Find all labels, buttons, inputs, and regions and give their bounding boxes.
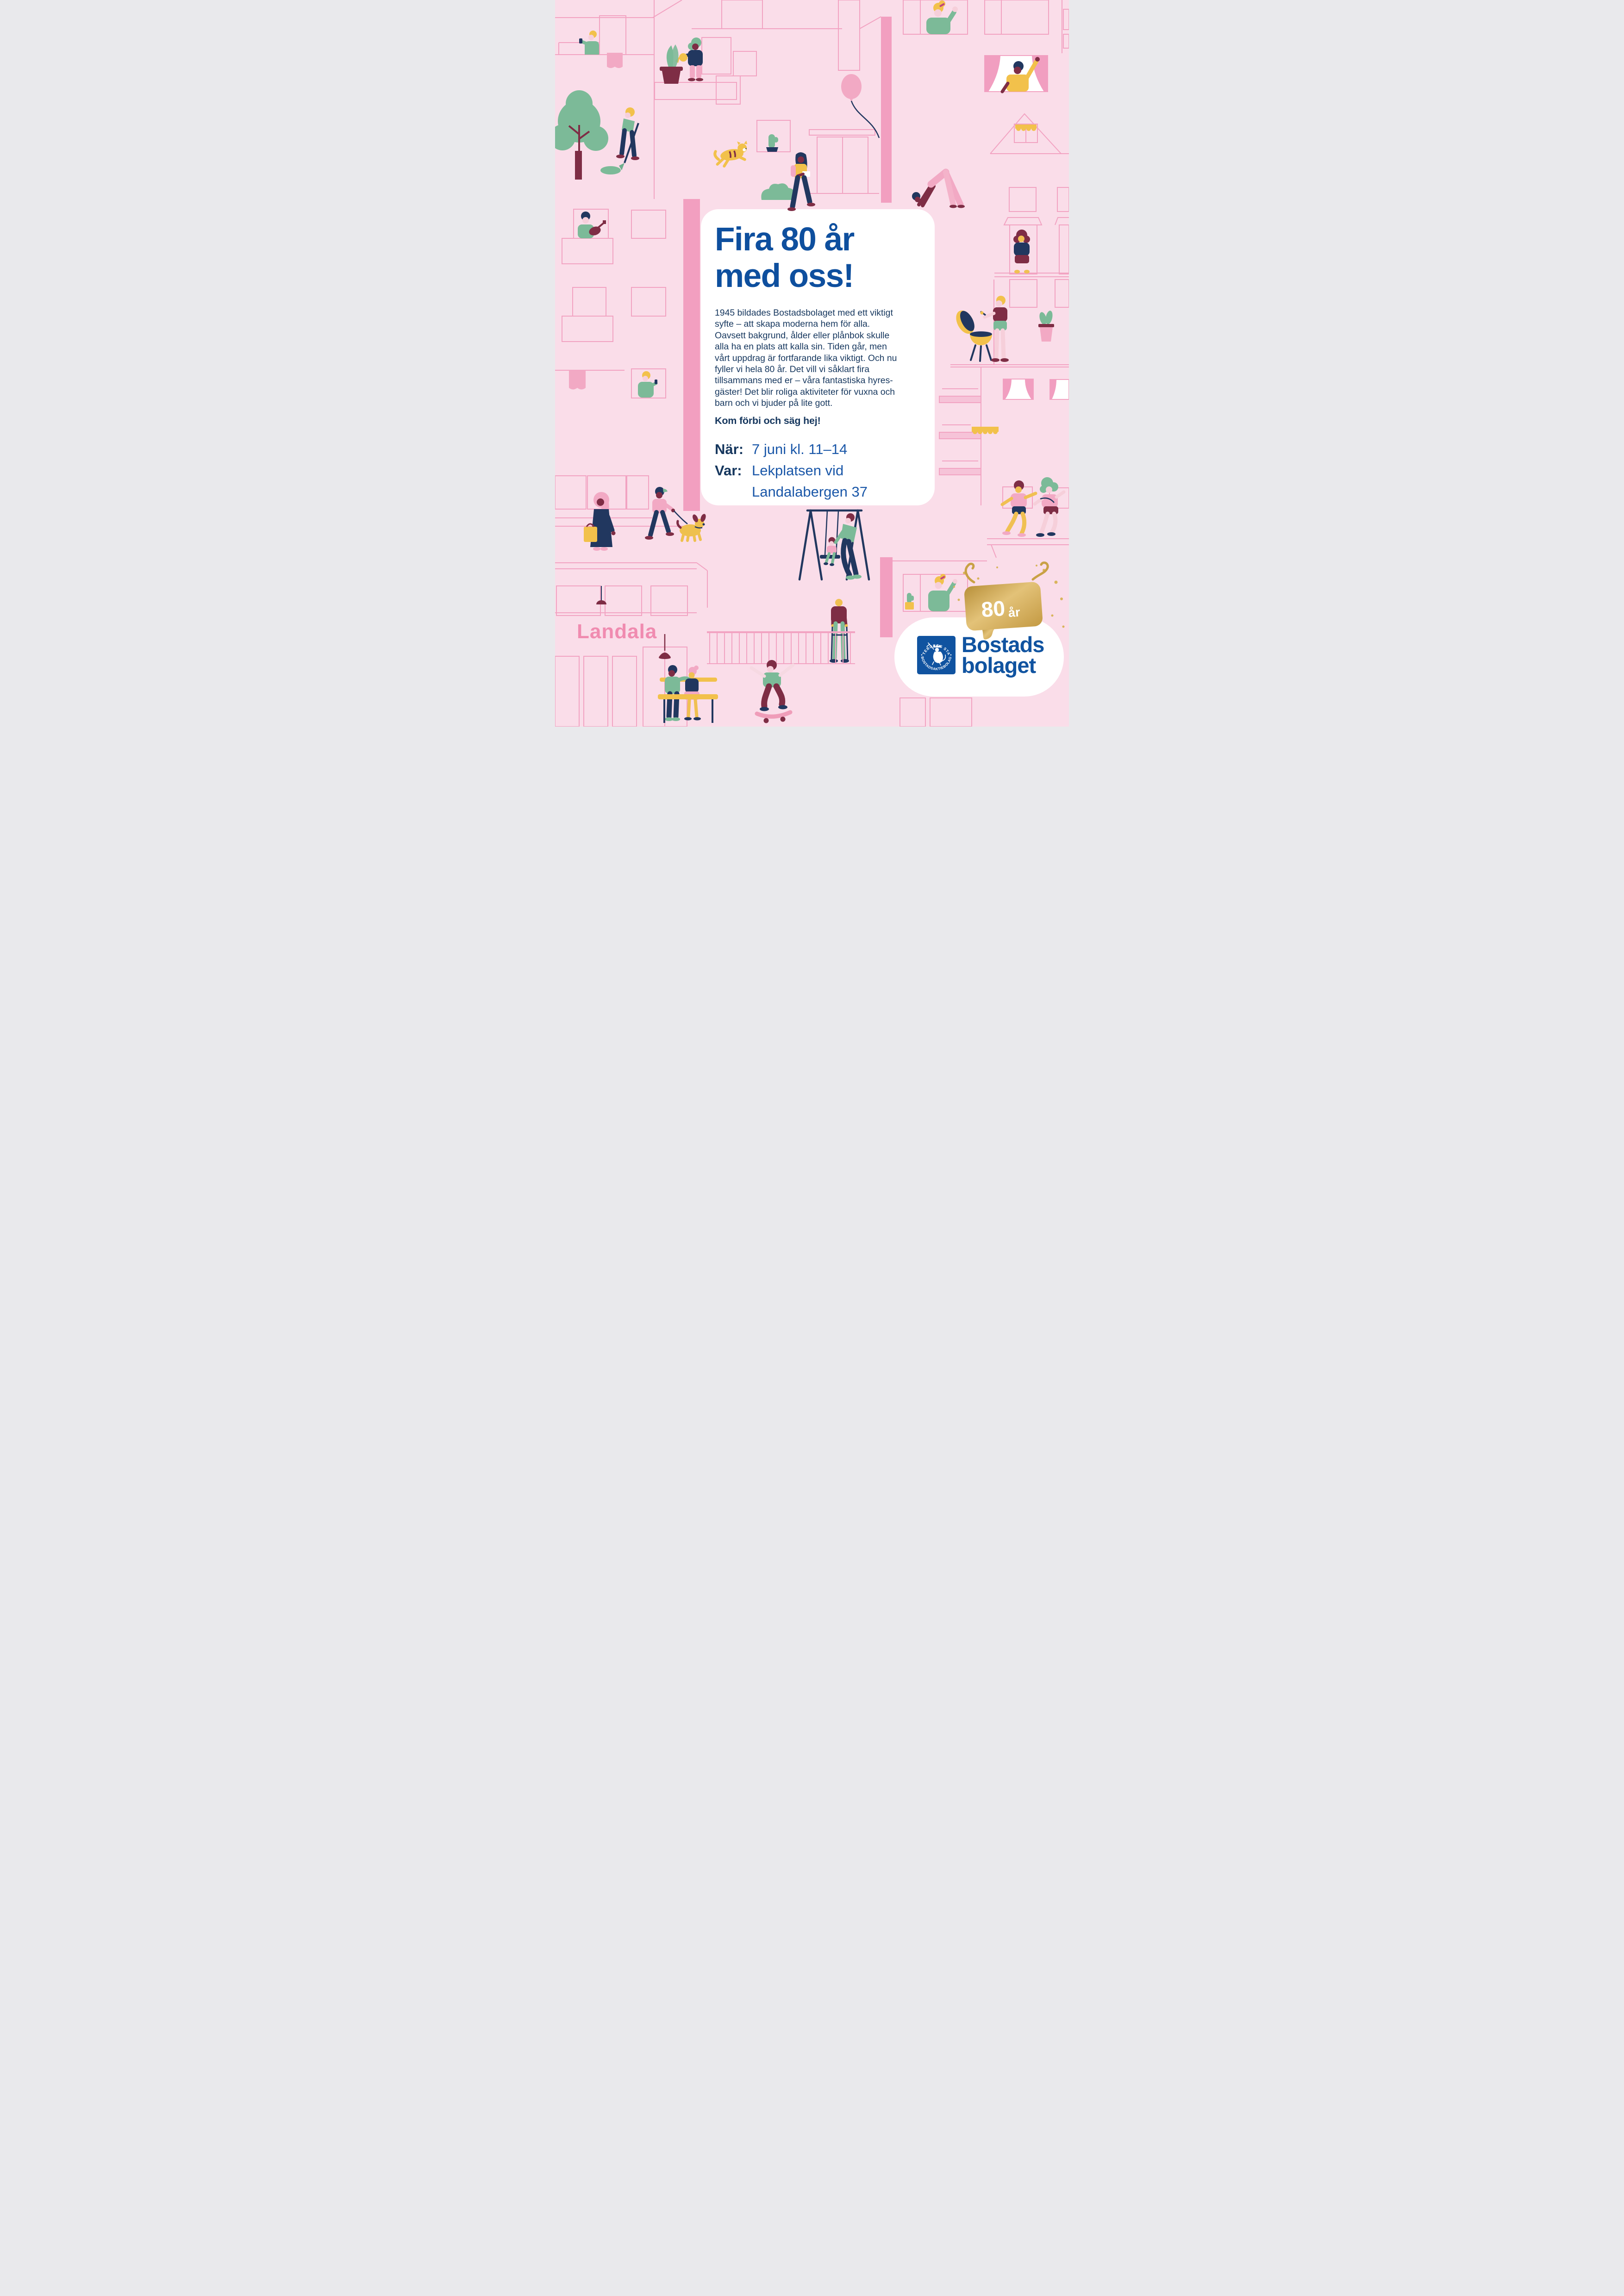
where-value-line-2: Landalabergen 37 bbox=[752, 484, 868, 500]
waving-woman-top-illustration bbox=[926, 0, 958, 34]
walking-reader-illustration bbox=[787, 152, 815, 211]
when-value: 7 juni kl. 11–14 bbox=[752, 441, 848, 457]
logo-wordmark: Bostads bolaget bbox=[962, 634, 1063, 676]
building-corner-shade-bottom bbox=[880, 557, 893, 637]
where-label: Var: bbox=[715, 462, 742, 479]
pendant-lamps-icon bbox=[596, 586, 671, 659]
guitar-player-illustration bbox=[578, 212, 606, 238]
balcony-plant-icon bbox=[1038, 311, 1054, 342]
pink-towel-icon bbox=[607, 53, 623, 68]
bush-icon bbox=[761, 183, 796, 200]
event-details: När: 7 juni kl. 11–14 Var: Lekplatsen vi… bbox=[715, 439, 918, 503]
tree-icon bbox=[555, 90, 608, 180]
running-kids-illustration bbox=[1000, 477, 1066, 537]
hijab-woman-illustration bbox=[584, 492, 616, 551]
watering-woman-illustration bbox=[675, 37, 703, 81]
badge-suffix: år bbox=[1008, 605, 1021, 620]
waving-woman-bottom-illustration bbox=[905, 574, 957, 611]
pink-towel-small-icon bbox=[569, 370, 586, 390]
digging-gardener-illustration bbox=[600, 107, 639, 174]
window-texter-illustration bbox=[638, 371, 658, 398]
seal-lion-icon bbox=[926, 642, 946, 666]
cta-text: Kom förbi och säg hej! bbox=[715, 415, 821, 426]
pink-balloon-icon bbox=[841, 74, 880, 138]
bench-couple-illustration bbox=[658, 665, 718, 723]
text-card-panel bbox=[701, 209, 935, 505]
district-label: Landala bbox=[577, 620, 657, 643]
when-label: När: bbox=[715, 441, 744, 457]
window-cactus-icon bbox=[766, 134, 778, 152]
elderly-with-walker-illustration bbox=[830, 599, 849, 663]
potted-plant-large-icon bbox=[660, 44, 683, 84]
curtained-windows-icon bbox=[1003, 379, 1069, 400]
badge-number: 80 bbox=[981, 596, 1006, 622]
building-center bbox=[692, 0, 881, 194]
kettle-grill-icon bbox=[956, 310, 992, 362]
bbq-man-illustration bbox=[980, 296, 1009, 362]
balcony-photographer-illustration bbox=[579, 31, 599, 55]
balcony-slabs-icon bbox=[939, 388, 999, 475]
where-spacer bbox=[715, 481, 752, 503]
swing-set-parent-child-illustration bbox=[798, 509, 870, 581]
logo-line-1: Bostads bbox=[962, 632, 1044, 657]
gold-ribbons-icon bbox=[964, 561, 1049, 584]
headline-line-1: Fira 80 år bbox=[715, 221, 855, 258]
headline: Fira 80 år med oss! bbox=[715, 221, 932, 294]
leaping-cat-icon bbox=[713, 140, 748, 168]
body-copy: 1945 bildades Bostadsbolaget med ett vik… bbox=[715, 308, 897, 409]
anniversary-poster: 80 år GÖTEBORGS STADS BOSTADSAKTIEBOLAG … bbox=[555, 0, 1069, 727]
headline-line-2: med oss! bbox=[715, 258, 854, 294]
building-left bbox=[555, 0, 737, 398]
yoga-person-illustration bbox=[912, 168, 965, 208]
curtain-man-illustration bbox=[984, 55, 1048, 93]
where-value-line-1: Lekplatsen vid bbox=[752, 462, 844, 479]
building-right bbox=[903, 0, 1069, 505]
speech-bubble-badge: 80 år bbox=[964, 582, 1043, 640]
skateboarder-illustration bbox=[750, 660, 795, 723]
sitting-woman-window-illustration bbox=[1013, 230, 1030, 274]
dormer-awning-icon bbox=[1015, 124, 1037, 131]
building-corner-shade-left bbox=[683, 199, 700, 511]
balcony-railing-icon bbox=[707, 631, 855, 664]
cityscape-illustration: 80 år GÖTEBORGS STADS BOSTADSAKTIEBOLAG bbox=[555, 0, 1069, 727]
building-corner-shade-center bbox=[881, 17, 892, 203]
boy-with-dog-illustration bbox=[645, 487, 706, 542]
logo-line-2: bolaget bbox=[962, 653, 1036, 678]
